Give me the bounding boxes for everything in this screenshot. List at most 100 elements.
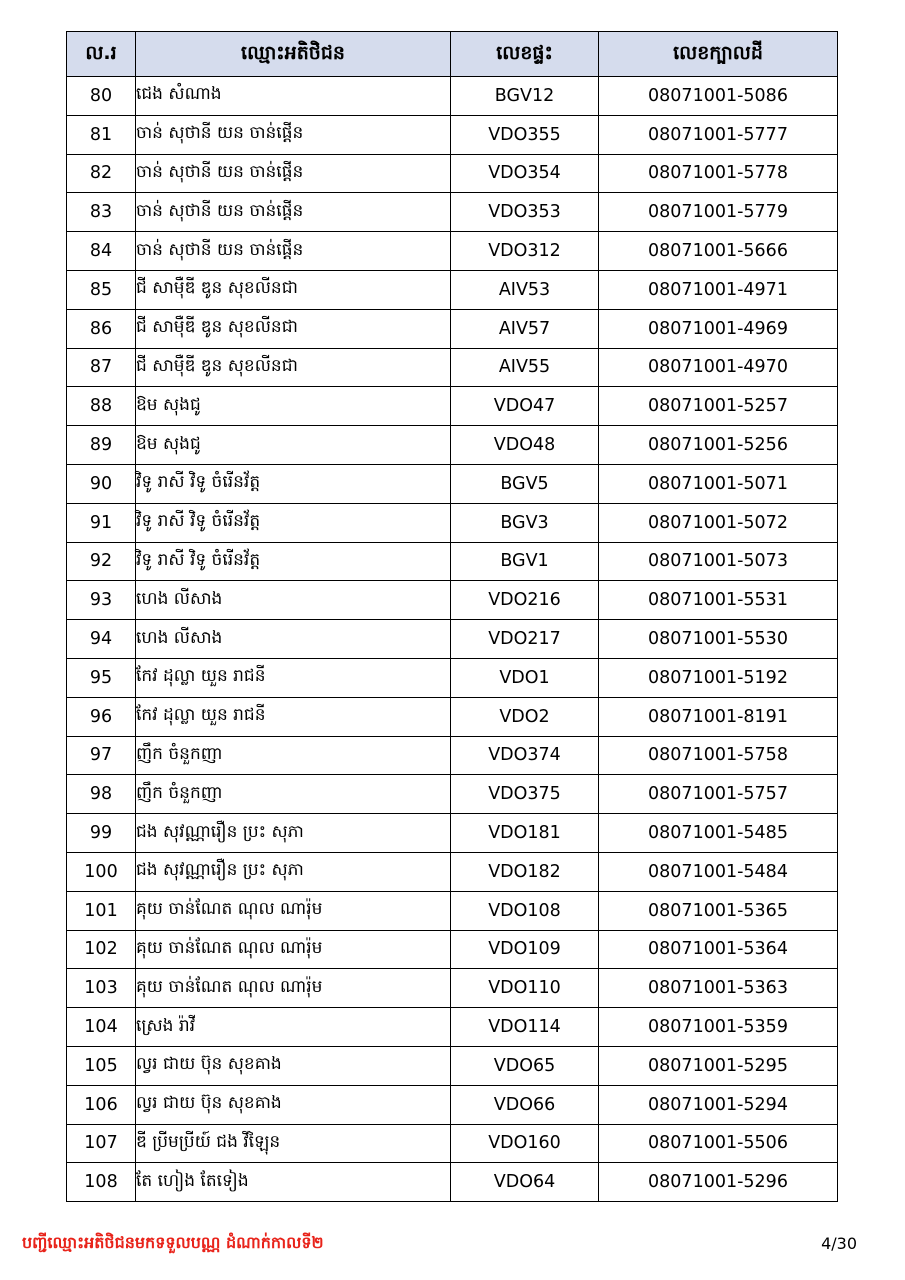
customer-name-cell: ញឹក ចំនួកញា <box>135 774 451 815</box>
plot-number-cell: 08071001-5296 <box>598 1162 838 1203</box>
customer-name-cell: គុយ ចាន់ណែត ណុល ណារ៉ុម <box>135 968 451 1009</box>
customer-name-cell: កែវ ដុល្លា យួន រាជនី <box>135 696 451 737</box>
table-row: 101 គុយ ចាន់ណែត ណុល ណារ៉ុម VDO108 08071001-… <box>66 890 838 931</box>
plot-number-cell: 08071001-4971 <box>598 269 838 310</box>
row-number-cell: 104 <box>66 1007 136 1047</box>
plot-number-cell: 08071001-5073 <box>598 541 838 582</box>
house-number-cell: VDO355 <box>450 114 599 155</box>
house-number-cell: VDO109 <box>450 929 599 970</box>
table-row: 91 វិទូ រាសី វិទូ ចំរើនវ័ត្ត BGV3 08071001-… <box>66 502 838 543</box>
row-number-cell: 91 <box>66 502 136 543</box>
customer-name-cell: វិទូ រាសី វិទូ ចំរើនវ័ត្ត <box>135 502 451 543</box>
house-number-cell: VDO181 <box>450 813 599 853</box>
plot-number-cell: 08071001-5294 <box>598 1084 838 1125</box>
customer-name-cell: វិទូ រាសី វិទូ ចំរើនវ័ត្ត <box>135 463 451 504</box>
column-header-name: ឈ្មោះអតិថិជន <box>135 31 451 77</box>
house-number-cell: VDO2 <box>450 696 599 737</box>
table-row: 108 តែ ហៀង តែទៀង VDO64 08071001-5296 <box>66 1162 838 1203</box>
table-row: 102 គុយ ចាន់ណែត ណុល ណារ៉ុម VDO109 08071001-… <box>66 929 838 970</box>
customer-name-cell: ហេង លីសាង <box>135 580 451 621</box>
customer-name-cell: គុយ ចាន់ណែត ណុល ណារ៉ុម <box>135 929 451 970</box>
customer-name-cell: ជង សុវណ្ណារឿន ប្រះ សុភា <box>135 813 451 853</box>
table-row: 106 ល្វរ ជាយ ប៊ុន សុខគាង VDO66 08071001-529… <box>66 1084 838 1125</box>
customer-name-cell: ល្វរ ជាយ ប៊ុន សុខគាង <box>135 1084 451 1125</box>
customer-registry-table: ល.រ ឈ្មោះអតិថិជន លេខផ្ទះ លេខក្បាលដី 80 ជេ… <box>66 31 838 1203</box>
house-number-cell: VDO1 <box>450 657 599 698</box>
table-row: 93 ហេង លីសាង VDO216 08071001-5531 <box>66 580 838 621</box>
house-number-cell: BGV5 <box>450 463 599 504</box>
table-row: 82 ចាន់ សុថានី យន ចាន់ផ្ដើន VDO354 08071001… <box>66 153 838 194</box>
row-number-cell: 100 <box>66 851 136 892</box>
table-row: 98 ញឹក ចំនួកញា VDO375 08071001-5757 <box>66 774 838 815</box>
plot-number-cell: 08071001-5071 <box>598 463 838 504</box>
plot-number-cell: 08071001-5779 <box>598 192 838 233</box>
plot-number-cell: 08071001-5192 <box>598 657 838 698</box>
row-number-cell: 80 <box>66 76 136 116</box>
house-number-cell: VDO108 <box>450 890 599 931</box>
row-number-cell: 88 <box>66 386 136 427</box>
row-number-cell: 89 <box>66 425 136 465</box>
row-number-cell: 98 <box>66 774 136 815</box>
customer-name-cell: ហេង លីសាង <box>135 619 451 659</box>
plot-number-cell: 08071001-4970 <box>598 347 838 388</box>
table-row: 92 វិទូ រាសី វិទូ ចំរើនវ័ត្ត BGV1 08071001-… <box>66 541 838 582</box>
row-number-cell: 97 <box>66 735 136 776</box>
plot-number-cell: 08071001-5363 <box>598 968 838 1009</box>
plot-number-cell: 08071001-5364 <box>598 929 838 970</box>
row-number-cell: 108 <box>66 1162 136 1203</box>
table-row: 94 ហេង លីសាង VDO217 08071001-5530 <box>66 619 838 659</box>
table-row: 107 ឌី ប្រីមប្រីយ៍ ជង វីឡៃុន VDO160 0807100… <box>66 1123 838 1164</box>
house-number-cell: VDO114 <box>450 1007 599 1047</box>
plot-number-cell: 08071001-5359 <box>598 1007 838 1047</box>
house-number-cell: VDO375 <box>450 774 599 815</box>
plot-number-cell: 08071001-5485 <box>598 813 838 853</box>
customer-name-cell: ជង សុវណ្ណារឿន ប្រះ សុភា <box>135 851 451 892</box>
row-number-cell: 96 <box>66 696 136 737</box>
table-header: ល.រ ឈ្មោះអតិថិជន លេខផ្ទះ លេខក្បាលដី <box>66 31 838 77</box>
column-header-plot: លេខក្បាលដី <box>598 31 838 77</box>
customer-name-cell: គុយ ចាន់ណែត ណុល ណារ៉ុម <box>135 890 451 931</box>
row-number-cell: 99 <box>66 813 136 853</box>
table-row: 88 ឱម សុងជូ VDO47 08071001-5257 <box>66 386 838 427</box>
customer-name-cell: ស្រេង រ៉ាវី <box>135 1007 451 1047</box>
house-number-cell: VDO65 <box>450 1045 599 1086</box>
table-body: 80 ជេង សំណាង BGV12 08071001-5086 81 ចាន់ សុថា… <box>66 76 838 1203</box>
customer-name-cell: ឱម សុងជូ <box>135 425 451 465</box>
row-number-cell: 83 <box>66 192 136 233</box>
house-number-cell: AIV53 <box>450 269 599 310</box>
row-number-cell: 106 <box>66 1084 136 1125</box>
footer-note: បញ្ជីឈ្មោះអតិថិជនមកទទួលបណ្ណ ដំណាក់កាលទី២ <box>22 1233 324 1252</box>
plot-number-cell: 08071001-5777 <box>598 114 838 155</box>
house-number-cell: VDO160 <box>450 1123 599 1164</box>
customer-name-cell: ចាន់ សុថានី យន ចាន់ផ្ដើន <box>135 153 451 194</box>
row-number-cell: 90 <box>66 463 136 504</box>
table-row: 96 កែវ ដុល្លា យួន រាជនី VDO2 08071001-8191 <box>66 696 838 737</box>
column-header-no: ល.រ <box>66 31 136 77</box>
row-number-cell: 101 <box>66 890 136 931</box>
house-number-cell: VDO64 <box>450 1162 599 1203</box>
table-row: 103 គុយ ចាន់ណែត ណុល ណារ៉ុម VDO110 08071001-… <box>66 968 838 1009</box>
row-number-cell: 105 <box>66 1045 136 1086</box>
plot-number-cell: 08071001-5757 <box>598 774 838 815</box>
house-number-cell: BGV1 <box>450 541 599 582</box>
plot-number-cell: 08071001-5531 <box>598 580 838 621</box>
plot-number-cell: 08071001-5257 <box>598 386 838 427</box>
table-row: 84 ចាន់ សុថានី យន ចាន់ផ្ដើន VDO312 08071001… <box>66 231 838 271</box>
row-number-cell: 102 <box>66 929 136 970</box>
house-number-cell: VDO48 <box>450 425 599 465</box>
page-footer: បញ្ជីឈ្មោះអតិថិជនមកទទួលបណ្ណ ដំណាក់កាលទី២… <box>0 1232 905 1272</box>
customer-name-cell: តែ ហៀង តែទៀង <box>135 1162 451 1203</box>
table-row: 81 ចាន់ សុថានី យន ចាន់ផ្ដើន VDO355 08071001… <box>66 114 838 155</box>
table-row: 87 ជី សាម៉ឺឌី ឌូន សុខលីនជា AIV55 08071001-4… <box>66 347 838 388</box>
row-number-cell: 84 <box>66 231 136 271</box>
table-header-row: ល.រ ឈ្មោះអតិថិជន លេខផ្ទះ លេខក្បាលដី <box>66 31 838 77</box>
plot-number-cell: 08071001-5758 <box>598 735 838 776</box>
column-header-house: លេខផ្ទះ <box>450 31 599 77</box>
plot-number-cell: 08071001-5530 <box>598 619 838 659</box>
table-row: 86 ជី សាម៉ឺឌី ឌូន សុខលីនជា AIV57 08071001-4… <box>66 308 838 349</box>
plot-number-cell: 08071001-4969 <box>598 308 838 349</box>
house-number-cell: VDO216 <box>450 580 599 621</box>
customer-name-cell: ចាន់ សុថានី យន ចាន់ផ្ដើន <box>135 192 451 233</box>
house-number-cell: VDO66 <box>450 1084 599 1125</box>
house-number-cell: VDO353 <box>450 192 599 233</box>
